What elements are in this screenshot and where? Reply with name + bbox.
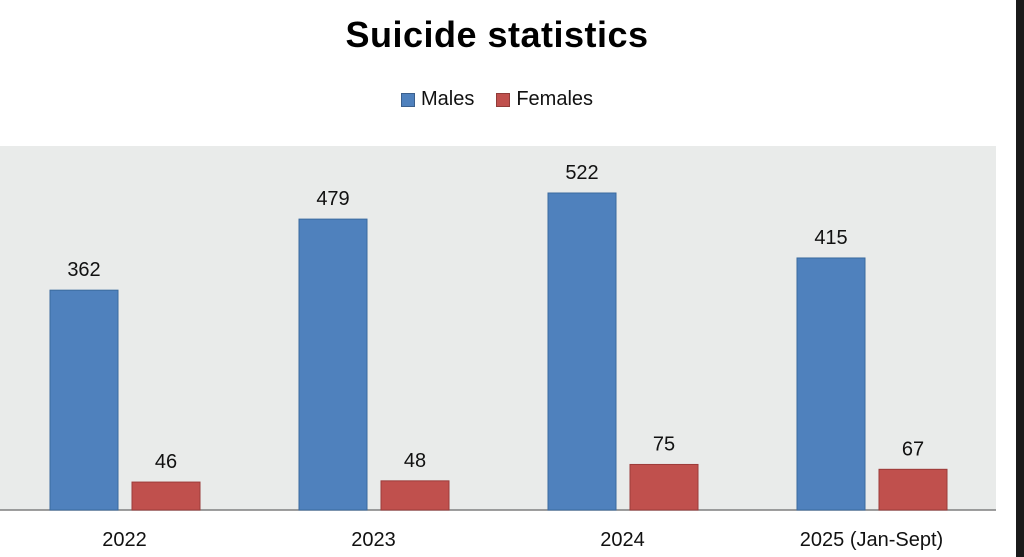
data-labels-group: 362 46 479 48 522 75 415 67 bbox=[67, 162, 924, 473]
data-label-males-3: 415 bbox=[814, 227, 847, 249]
data-label-females-2: 75 bbox=[653, 433, 675, 455]
bars-group bbox=[49, 192, 948, 511]
bar-females-1 bbox=[380, 480, 450, 511]
legend-item-males: Males bbox=[400, 88, 475, 111]
legend-item-females: Females bbox=[496, 88, 593, 111]
x-tick-label-2: 2024 bbox=[600, 529, 645, 551]
bar-females-3 bbox=[878, 468, 948, 511]
legend-swatch-females bbox=[496, 92, 511, 107]
x-tick-labels-group: 2022 2023 2024 2025 (Jan-Sept) bbox=[102, 529, 943, 551]
data-label-females-3: 67 bbox=[902, 438, 924, 460]
bar-males-1 bbox=[298, 218, 368, 511]
right-frame-edge bbox=[1016, 0, 1024, 557]
chart-legend: Males Females bbox=[0, 88, 994, 111]
data-label-females-1: 48 bbox=[404, 450, 426, 472]
legend-swatch-males bbox=[400, 92, 415, 107]
bar-females-0 bbox=[131, 481, 201, 511]
bar-males-2 bbox=[547, 192, 617, 511]
data-label-males-0: 362 bbox=[67, 259, 100, 281]
data-label-females-0: 46 bbox=[155, 451, 177, 473]
legend-label-females: Females bbox=[516, 88, 594, 110]
x-tick-label-3: 2025 (Jan-Sept) bbox=[800, 529, 943, 551]
x-tick-label-0: 2022 bbox=[102, 529, 147, 551]
chart-title: Suicide statistics bbox=[345, 14, 649, 55]
legend-label-males: Males bbox=[420, 88, 475, 110]
bar-females-2 bbox=[629, 463, 699, 511]
x-tick-label-1: 2023 bbox=[351, 529, 396, 551]
bar-males-3 bbox=[796, 257, 866, 511]
bar-males-0 bbox=[49, 289, 119, 511]
data-label-males-2: 522 bbox=[565, 162, 598, 184]
data-label-males-1: 479 bbox=[316, 188, 349, 210]
